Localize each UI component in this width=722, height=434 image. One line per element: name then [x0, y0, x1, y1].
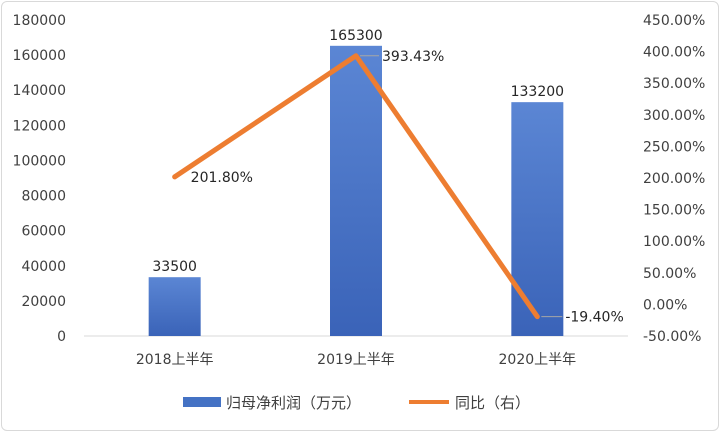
line-path — [172, 53, 540, 320]
bar — [330, 45, 382, 336]
legend-bar-swatch — [183, 397, 221, 407]
bar-data-label: 165300 — [329, 28, 382, 44]
right-tick-label: 0.00% — [643, 297, 687, 313]
right-tick-label: 200.00% — [643, 171, 705, 187]
left-tick-label: 160000 — [13, 48, 66, 64]
left-tick-label: 40000 — [21, 259, 66, 275]
right-tick-label: 450.00% — [643, 13, 705, 29]
legend: 归母净利润（万元） 同比（右） — [183, 394, 530, 412]
x-axis: 2018上半年 2019上半年 2020上半年 — [84, 335, 628, 368]
left-tick-label: 20000 — [21, 294, 66, 310]
right-tick-label: 350.00% — [643, 76, 705, 92]
legend-line-label: 同比（右） — [455, 394, 530, 412]
line-data-label: -19.40% — [565, 310, 623, 326]
left-tick-label: 120000 — [13, 118, 66, 134]
right-tick-label: 150.00% — [643, 203, 705, 219]
left-tick-label: 80000 — [21, 189, 66, 205]
right-tick-label: 100.00% — [643, 234, 705, 250]
line-series — [172, 53, 540, 320]
left-tick-label: 180000 — [13, 13, 66, 29]
right-tick-label: 300.00% — [643, 108, 705, 124]
bar-series — [148, 45, 564, 336]
x-tick-label: 2018上半年 — [136, 352, 214, 368]
bar-data-label: 33500 — [152, 259, 197, 275]
bar — [148, 277, 201, 336]
bar-data-label: 133200 — [511, 84, 564, 100]
left-tick-label: 60000 — [21, 224, 66, 240]
right-tick-label: -50.00% — [643, 329, 701, 345]
line-data-label: 201.80% — [191, 170, 253, 186]
right-y-axis: -50.00% 0.00% 50.00% 100.00% 150.00% 200.00% 2… — [643, 13, 705, 345]
data-labels: 33500 165300 133200 201.80% 393.43% -19.40% — [152, 28, 623, 326]
line-data-label: 393.43% — [382, 49, 444, 65]
right-tick-label: 250.00% — [643, 139, 705, 155]
x-tick-label: 2019上半年 — [317, 352, 395, 368]
left-tick-label: 140000 — [13, 83, 66, 99]
x-tick-label: 2020上半年 — [499, 352, 577, 368]
left-y-axis: 0 20000 40000 60000 80000 100000 120000 140000 1… — [13, 13, 66, 345]
left-tick-label: 0 — [57, 329, 66, 345]
left-tick-label: 100000 — [13, 153, 66, 169]
right-tick-label: 50.00% — [643, 266, 696, 282]
right-tick-label: 400.00% — [643, 45, 705, 61]
legend-bar-label: 归母净利润（万元） — [226, 394, 361, 412]
bar — [511, 102, 564, 336]
